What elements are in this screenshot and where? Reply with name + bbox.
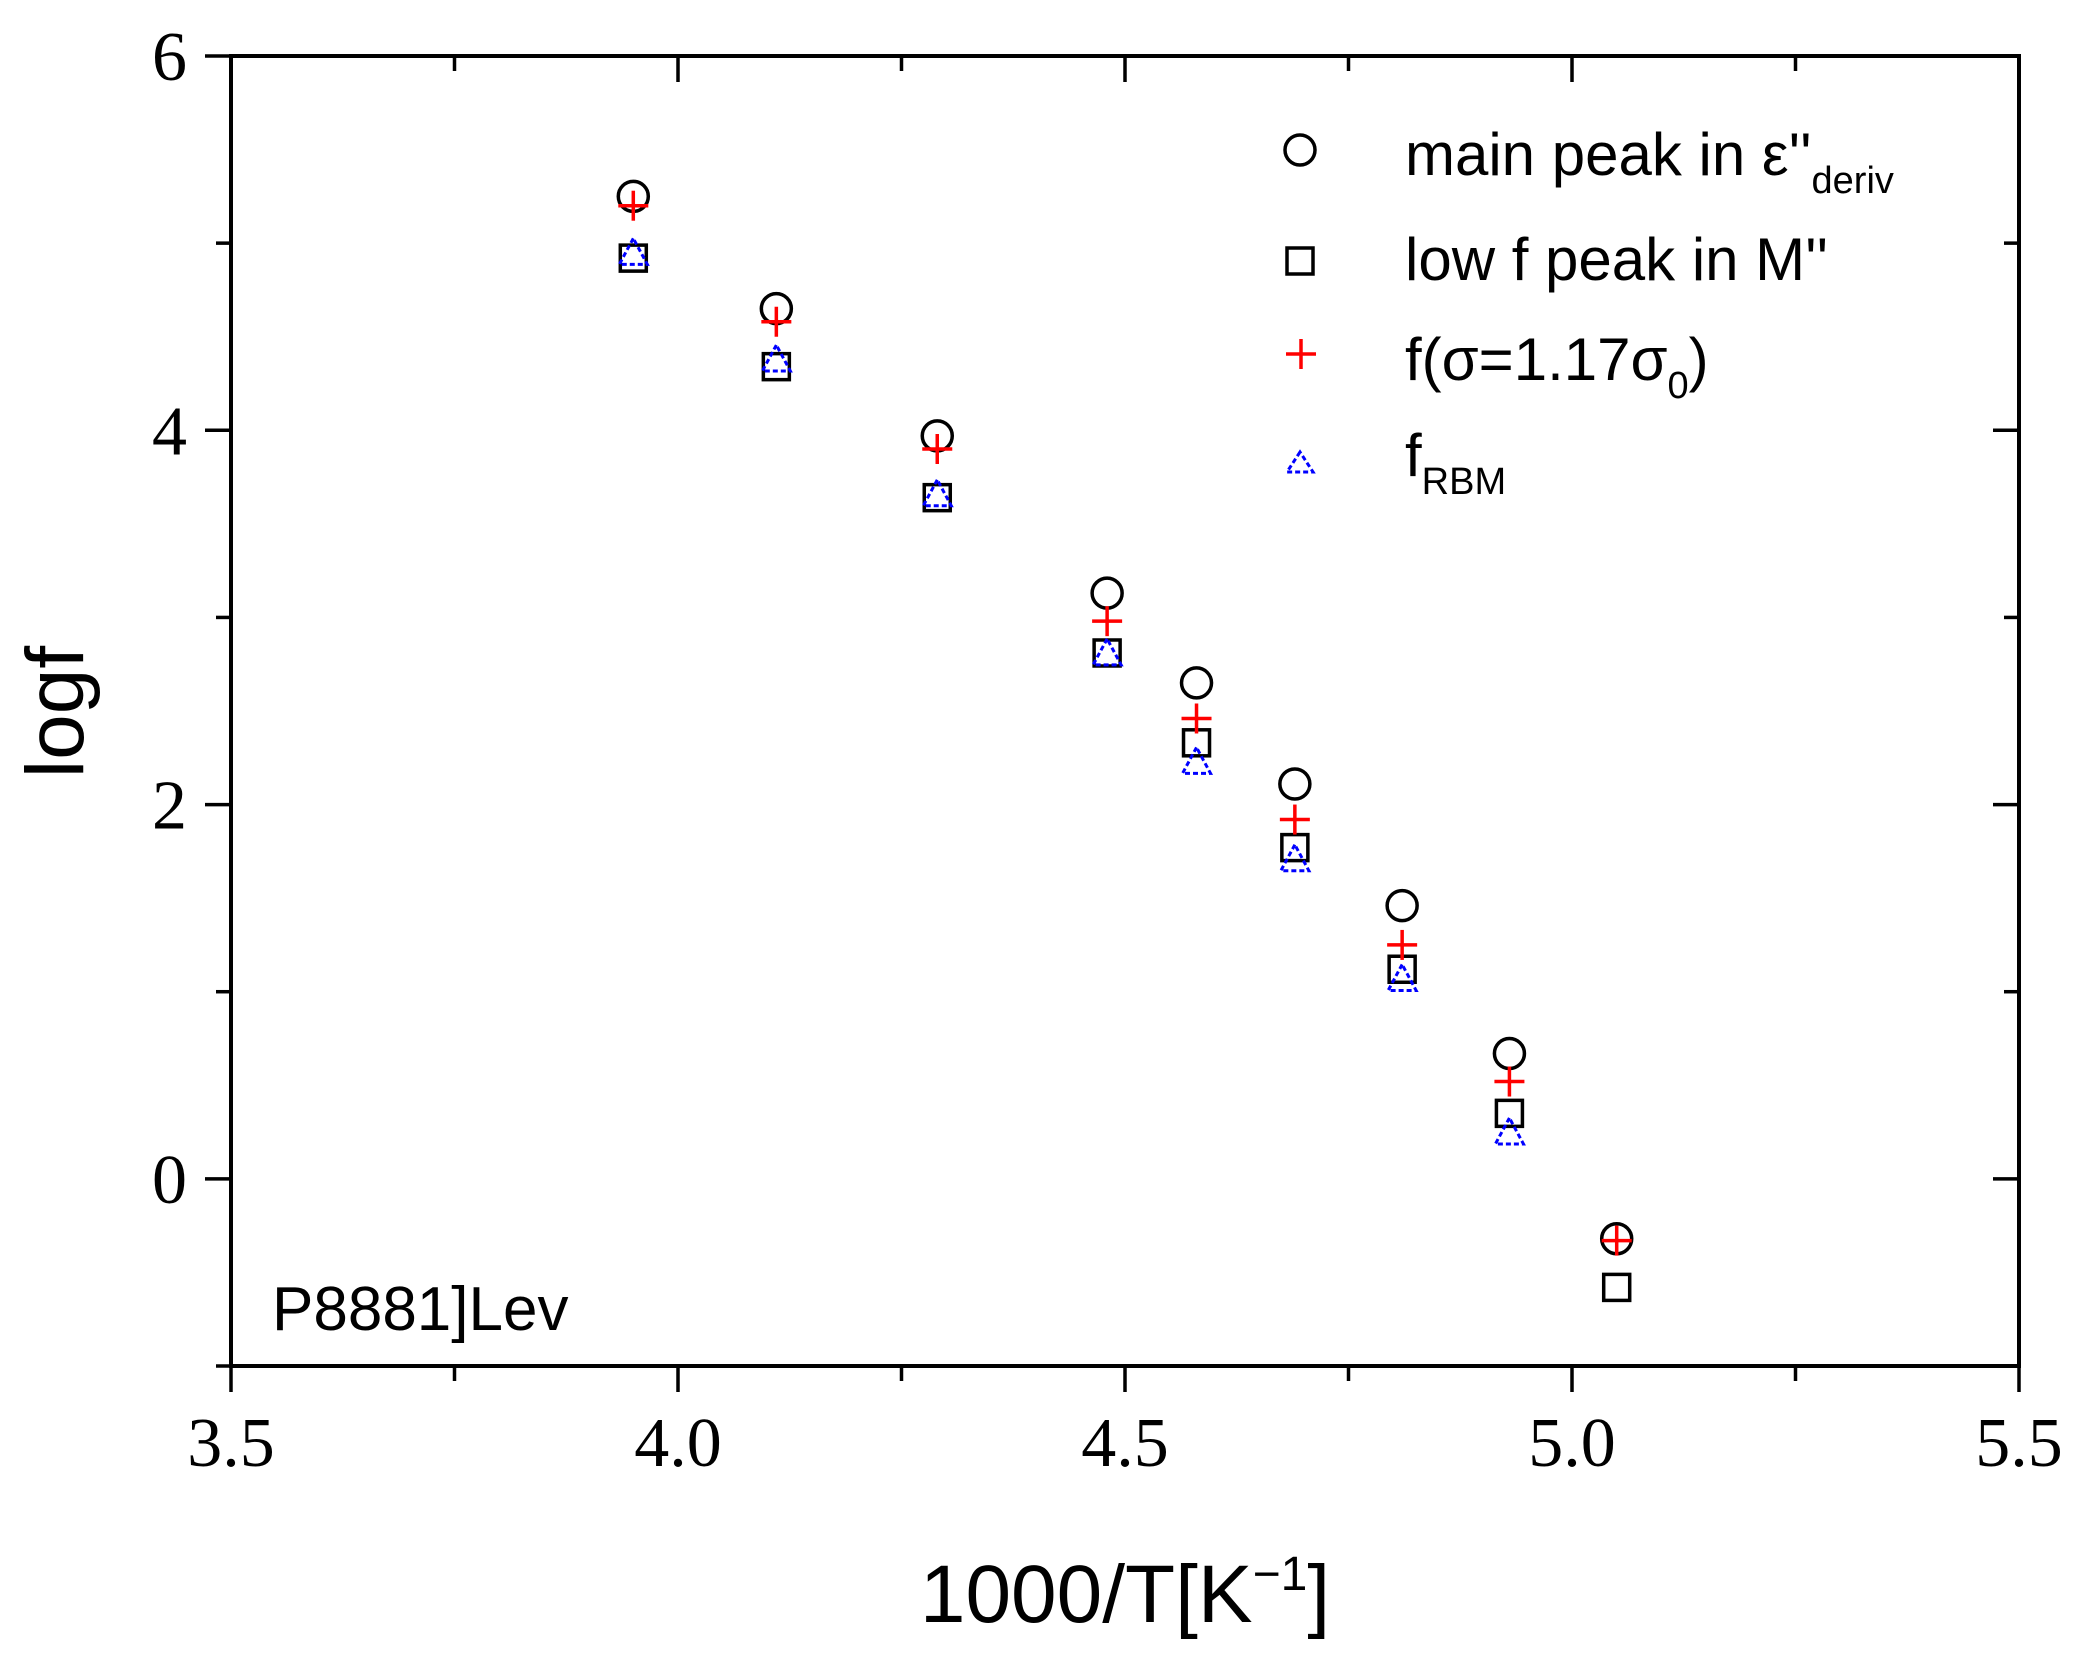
series-triangle: [616, 235, 1526, 1146]
triangle-point: [1090, 635, 1124, 667]
legend-marker-square: [1285, 246, 1315, 276]
plus-point: [618, 190, 649, 221]
circle-point: [1179, 666, 1214, 700]
x-tick-label: 4.5: [1081, 1405, 1169, 1482]
triangle-point: [1385, 961, 1419, 992]
x-axis-label: 1000/T[K−1]: [920, 1548, 1330, 1640]
circle-point: [1492, 1036, 1527, 1071]
triangle-point: [1180, 744, 1214, 775]
plus-point: [1092, 606, 1123, 637]
triangle-point: [616, 235, 650, 266]
y-axis-label: logf: [10, 646, 101, 778]
y-tick-label: 4: [152, 393, 187, 470]
square-point: [1280, 832, 1310, 863]
x-tick-label: 5.0: [1528, 1405, 1616, 1482]
legend-marker-plus: [1286, 339, 1316, 369]
circle-point: [1090, 576, 1124, 610]
square-point: [618, 243, 649, 273]
y-tick-label: 6: [152, 19, 187, 96]
legend-label-f-rbm: fRBM: [1405, 422, 1506, 503]
triangle-point: [1278, 841, 1312, 873]
plus-point: [1494, 1066, 1525, 1097]
square-point: [761, 351, 792, 382]
y-tick-labels: 0 2 4 6: [152, 19, 187, 1219]
square-point: [922, 482, 953, 513]
plus-point: [1387, 929, 1418, 960]
triangle-point: [759, 341, 793, 373]
x-axis-label-superscript: −1: [1253, 1548, 1308, 1601]
legend-marker-circle: [1283, 133, 1317, 167]
data-marks: [616, 179, 1634, 1303]
triangle-point: [920, 476, 954, 508]
series-square: [618, 243, 1632, 1303]
plus-point: [922, 434, 953, 464]
plus-point: [1601, 1225, 1632, 1256]
y-tick-label: 2: [152, 768, 187, 845]
square-point: [1494, 1098, 1525, 1129]
plus-point: [1279, 804, 1310, 835]
triangle-point: [1492, 1114, 1526, 1146]
chart-annotation: P8881]Lev: [272, 1275, 568, 1344]
plus-point: [1181, 703, 1212, 734]
circle-point: [1385, 888, 1419, 923]
legend-label-f-sigma: f(σ=1.17σ0): [1405, 326, 1709, 407]
square-point: [1601, 1272, 1632, 1303]
x-tick-label: 5.5: [1975, 1405, 2063, 1482]
legend-label-main-peak: main peak in ε''deriv: [1405, 121, 1894, 202]
x-tick-labels: 3.5 4.0 4.5 5.0 5.5: [187, 1405, 2063, 1482]
axis-ticks: [205, 54, 2021, 1392]
plus-point: [761, 306, 792, 337]
x-tick-label: 3.5: [187, 1405, 275, 1482]
circle-point: [1278, 767, 1312, 801]
legend-label-low-f-peak: low f peak in M'': [1405, 226, 1828, 293]
square-point: [1181, 728, 1212, 758]
series-plus: [618, 190, 1632, 1256]
y-tick-label: 0: [152, 1142, 187, 1219]
legend-marker-triangle: [1284, 449, 1316, 474]
x-tick-label: 4.0: [634, 1405, 722, 1482]
legend: main peak in ε''deriv low f peak in M'' …: [1283, 121, 1894, 503]
